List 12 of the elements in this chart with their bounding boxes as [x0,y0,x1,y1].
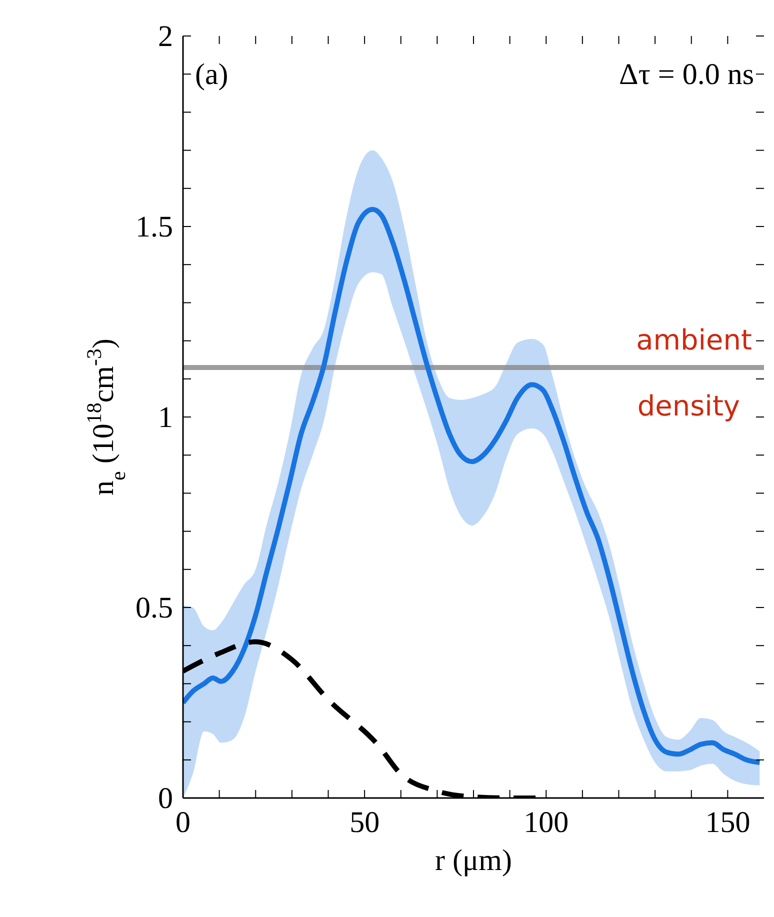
annotation: (a) [195,58,228,91]
y-tick-label: 0.5 [136,592,173,624]
x-tick-label: 100 [524,806,569,839]
ref-line-label: ambient density [636,323,752,422]
y-tick-label: 1.5 [136,210,173,244]
y-tick-label: 0 [158,782,173,815]
annotation: Δτ = 0.0 ns [619,58,754,91]
y-tick-label: 1 [158,401,173,434]
y-tick-label: 2 [158,20,173,53]
x-tick-label: 50 [350,806,380,839]
x-tick-label: 150 [705,806,750,839]
x-axis-title: r (μm) [435,844,512,877]
